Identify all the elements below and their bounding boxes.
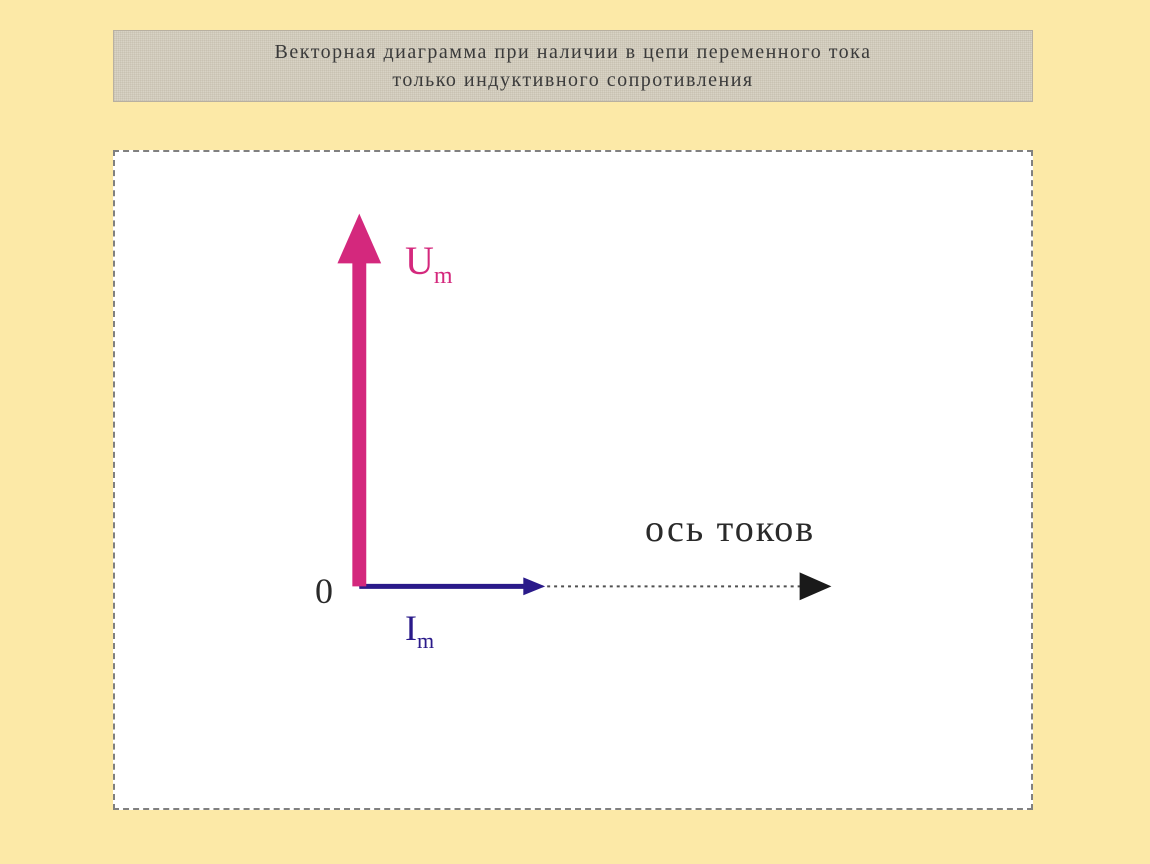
vector-svg [115,152,1031,808]
im-label-sub: m [417,628,434,653]
diagram-inner: 0 Um Im ось токов [115,152,1031,808]
current-axis-arrowhead [800,572,832,600]
um-label-main: U [405,238,434,283]
diagram-frame: 0 Um Im ось токов [113,150,1033,810]
title-line-2: только индуктивного сопротивления [392,66,753,94]
origin-label: 0 [315,570,333,612]
im-vector-arrowhead [523,577,545,595]
um-vector-arrowhead [337,214,381,264]
axis-label: ось токов [645,507,815,551]
title-banner: Векторная диаграмма при наличии в цепи п… [113,30,1033,102]
um-label: Um [405,237,453,290]
im-label-main: I [405,608,417,648]
title-line-1: Векторная диаграмма при наличии в цепи п… [275,38,872,66]
im-label: Im [405,607,434,654]
um-label-sub: m [434,263,453,289]
